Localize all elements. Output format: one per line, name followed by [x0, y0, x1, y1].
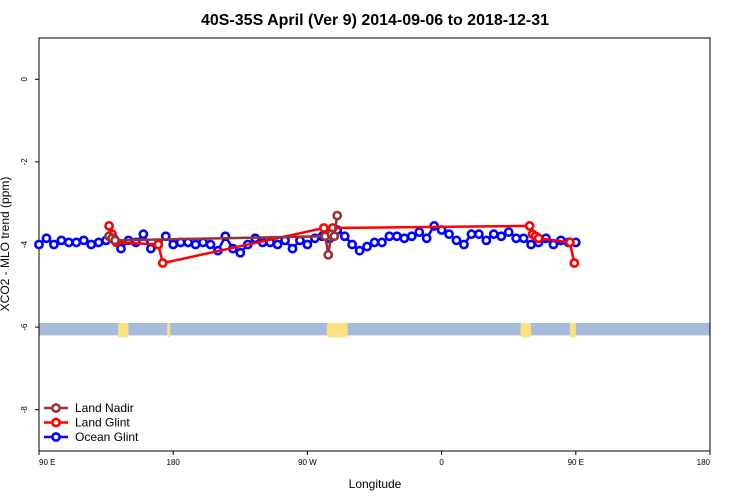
data-point: [110, 235, 120, 246]
data-point: [272, 239, 283, 250]
data-point: [153, 239, 164, 250]
data-point: [205, 239, 216, 250]
x-tick-label: 180: [167, 458, 181, 467]
data-point: [384, 231, 395, 242]
data-point: [138, 229, 149, 240]
data-point: [459, 239, 469, 250]
data-point: [287, 243, 298, 254]
data-point: [548, 239, 559, 250]
data-point: [391, 231, 402, 242]
data-point: [339, 231, 350, 242]
land-patch: [569, 322, 576, 338]
data-point: [526, 239, 536, 250]
data-point: [569, 258, 580, 268]
data-point: [481, 235, 492, 246]
data-point: [302, 239, 313, 250]
legend-marker: [51, 403, 61, 413]
data-point: [406, 231, 417, 242]
data-point: [377, 237, 387, 248]
y-tick-label: -8: [20, 406, 29, 414]
x-tick-label: 180: [697, 458, 711, 467]
data-point: [145, 243, 156, 254]
chart-title: 40S-35S April (Ver 9) 2014-09-06 to 2018…: [201, 12, 549, 29]
data-point: [332, 210, 343, 221]
legend-label: Ocean Glint: [75, 430, 139, 444]
x-axis-label: Longitude: [349, 477, 402, 491]
data-point: [41, 233, 52, 244]
x-tick-label: 90 E: [39, 458, 55, 467]
y-axis-label: XCO2 - MLO trend (ppm): [0, 177, 12, 312]
data-point: [104, 221, 114, 231]
data-point: [354, 245, 365, 256]
data-point: [190, 239, 201, 250]
data-point: [63, 237, 74, 248]
data-point: [511, 233, 522, 244]
data-point: [168, 239, 179, 250]
data-point: [56, 235, 67, 246]
map-strip: [39, 322, 710, 338]
data-point: [564, 237, 575, 248]
data-point: [369, 237, 380, 248]
legend-label: Land Nadir: [75, 401, 134, 415]
legend-marker: [51, 417, 61, 428]
data-point: [488, 229, 499, 240]
x-axis: 90 E 180 90 W 0 90 E 180: [38, 451, 711, 467]
y-tick-label: 0: [20, 77, 29, 82]
y-tick-label: -4: [20, 240, 29, 248]
data-point: [414, 227, 425, 238]
data-point: [399, 233, 410, 244]
land-patch: [520, 322, 532, 338]
data-point: [533, 233, 544, 244]
data-point: [518, 233, 529, 244]
legend-marker: [51, 432, 61, 442]
data-point: [524, 221, 535, 231]
land-patch: [326, 322, 348, 338]
data-point: [451, 235, 462, 246]
y-tick-label: -2: [20, 158, 29, 166]
x-tick-label: 0: [439, 458, 444, 467]
data-point: [329, 231, 340, 242]
data-point: [49, 239, 59, 250]
data-point: [116, 243, 126, 254]
data-point: [473, 229, 484, 240]
data-point: [421, 233, 432, 244]
data-point: [323, 249, 334, 260]
data-point: [503, 227, 514, 238]
data-point: [362, 241, 372, 252]
data-point: [466, 229, 477, 240]
x-tick-label: 90 W: [298, 458, 317, 467]
y-tick-label: -6: [20, 323, 29, 331]
series-land-nadir: [104, 210, 343, 260]
data-point: [93, 237, 104, 248]
data-point: [444, 229, 454, 240]
series-layer: [34, 210, 581, 268]
data-point: [78, 235, 89, 246]
data-point: [34, 239, 44, 250]
data-point: [235, 247, 246, 258]
legend-label: Land Glint: [75, 416, 130, 430]
data-point: [71, 237, 82, 248]
x-tick-label: 90 E: [568, 458, 584, 467]
land-patch: [167, 322, 171, 338]
data-point: [157, 258, 168, 268]
land-patch: [118, 322, 129, 338]
ocean-band: [39, 322, 710, 336]
data-point: [347, 239, 358, 250]
data-point: [496, 231, 507, 242]
data-point: [86, 239, 97, 250]
